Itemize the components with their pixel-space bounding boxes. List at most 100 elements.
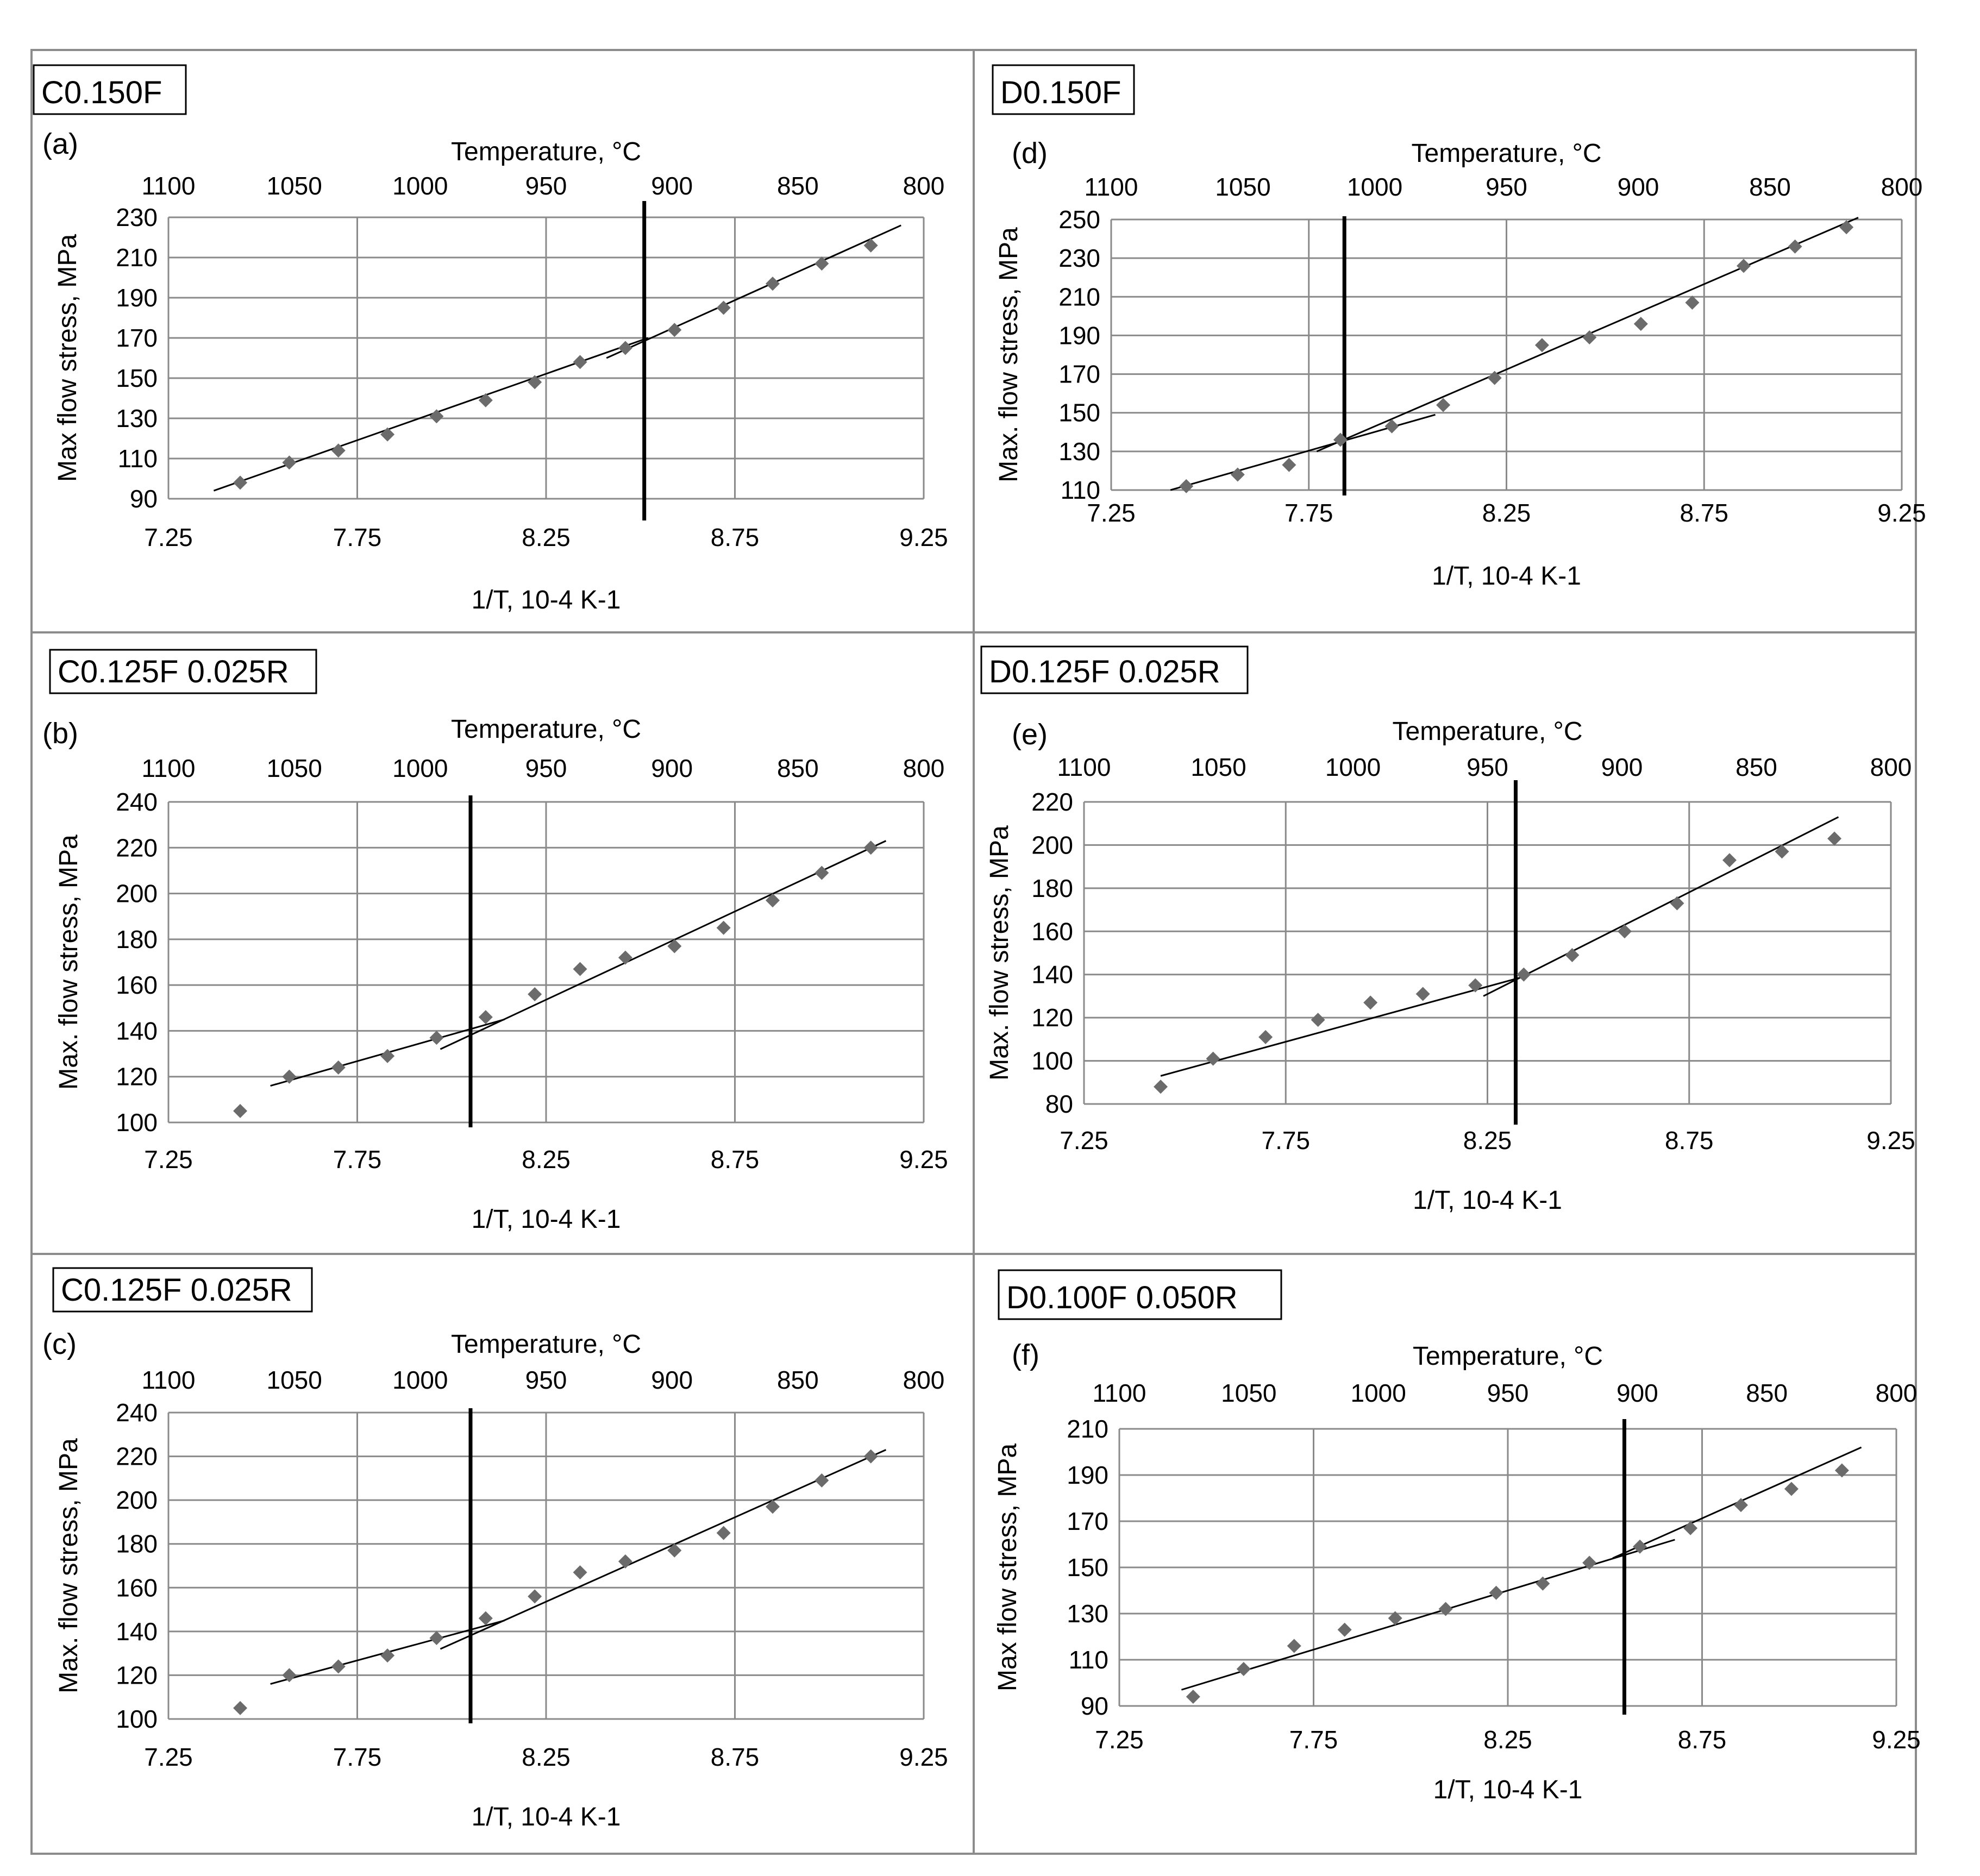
data-point (618, 341, 632, 355)
top-tick-label: 800 (903, 1366, 945, 1394)
top-tick-label: 850 (1746, 1379, 1788, 1407)
x-tick-label: 8.75 (711, 1145, 760, 1174)
top-tick-label: 950 (525, 1366, 567, 1394)
panel-tag: D0.100F 0.050R (1006, 1280, 1238, 1315)
data-point (1633, 1539, 1647, 1554)
y-tick-label: 230 (116, 203, 158, 231)
panel-label: (c) (42, 1328, 77, 1360)
panel-tag: C0.125F 0.025R (58, 654, 289, 689)
panel-tag: D0.150F (1000, 75, 1121, 110)
top-tick-label: 950 (1487, 1379, 1529, 1407)
top-axis-title: Temperature, °C (1413, 1342, 1603, 1371)
y-tick-label: 180 (1031, 874, 1073, 902)
panel-tag: C0.150F (41, 75, 162, 110)
y-axis-title: Max flow stress, MPa (53, 234, 82, 482)
data-point (716, 920, 731, 935)
x-tick-label: 7.25 (144, 1743, 193, 1771)
data-point (331, 1060, 346, 1075)
data-point (573, 355, 587, 369)
y-tick-label: 250 (1058, 205, 1100, 234)
y-tick-label: 200 (1031, 831, 1073, 859)
data-point (478, 1611, 493, 1626)
data-point (282, 1668, 297, 1683)
x-tick-label: 7.75 (1289, 1726, 1338, 1754)
x-tick-label: 7.75 (1261, 1126, 1310, 1155)
x-tick-label: 8.25 (522, 523, 571, 551)
data-point (1683, 1521, 1698, 1535)
y-tick-label: 160 (116, 971, 158, 999)
top-tick-label: 800 (1870, 753, 1912, 781)
data-point (1685, 295, 1700, 310)
data-point (1834, 1463, 1849, 1478)
x-tick-label: 7.75 (333, 523, 382, 551)
data-point (528, 375, 542, 390)
data-point (1230, 467, 1245, 482)
data-point (863, 238, 878, 253)
data-point (1236, 1662, 1251, 1676)
top-tick-label: 900 (651, 754, 693, 782)
x-axis-title: 1/T, 10-4 K-1 (1433, 1775, 1583, 1804)
y-tick-label: 190 (116, 284, 158, 312)
data-point (667, 939, 682, 953)
y-tick-label: 220 (116, 1442, 158, 1471)
y-tick-label: 140 (116, 1017, 158, 1045)
x-tick-label: 8.75 (1665, 1126, 1714, 1155)
data-point (618, 950, 632, 965)
data-point (1722, 853, 1737, 868)
data-point (429, 1031, 444, 1045)
data-point (766, 1499, 780, 1514)
y-axis-title: Max. flow stress, MPa (994, 227, 1023, 482)
data-point (1775, 844, 1789, 859)
top-tick-label: 800 (1876, 1379, 1918, 1407)
y-tick-label: 110 (118, 444, 158, 473)
top-tick-label: 1100 (1093, 1379, 1146, 1407)
data-point (528, 1589, 542, 1604)
data-point (716, 300, 731, 315)
top-tick-label: 1050 (1215, 173, 1270, 201)
top-tick-label: 1050 (266, 172, 322, 200)
top-tick-label: 1000 (392, 1366, 448, 1394)
y-tick-label: 120 (116, 1063, 158, 1091)
top-tick-label: 1100 (142, 1366, 196, 1394)
data-point (380, 427, 395, 442)
top-tick-label: 1050 (1221, 1379, 1276, 1407)
y-tick-label: 90 (130, 485, 158, 513)
y-tick-label: 130 (1058, 437, 1100, 466)
top-tick-label: 900 (1618, 173, 1659, 201)
top-tick-label: 850 (777, 1366, 819, 1394)
x-axis-title: 1/T, 10-4 K-1 (472, 1205, 621, 1234)
data-point (233, 1103, 248, 1118)
x-tick-label: 7.25 (1095, 1726, 1144, 1754)
y-tick-label: 200 (116, 1486, 158, 1514)
panel-tag-box (49, 649, 317, 694)
data-point (233, 1701, 248, 1715)
x-tick-label: 9.25 (1877, 499, 1926, 527)
y-tick-label: 110 (1069, 1646, 1108, 1674)
data-point (380, 1049, 395, 1063)
y-axis-title: Max. flow stress, MPa (54, 1438, 83, 1693)
y-tick-label: 120 (116, 1661, 158, 1689)
x-axis-title: 1/T, 10-4 K-1 (1413, 1186, 1562, 1215)
panel-tag: C0.125F 0.025R (61, 1272, 292, 1308)
y-tick-label: 170 (1058, 360, 1100, 388)
y-tick-label: 80 (1045, 1090, 1073, 1118)
x-tick-label: 8.75 (711, 1743, 760, 1771)
x-axis-title: 1/T, 10-4 K-1 (472, 586, 621, 614)
data-point (1582, 330, 1597, 344)
chart-a: C0.150F (a) Temperature, °C 90 110 130 150 170 1… (33, 64, 948, 614)
chart-d: D0.150F (d) Temperature, °C 110 130 150 170 190… (992, 64, 1926, 591)
x-tick-label: 9.25 (899, 1743, 948, 1771)
data-point (1827, 831, 1842, 846)
y-tick-label: 150 (116, 364, 158, 392)
data-point (429, 1630, 444, 1645)
data-point (1489, 1585, 1503, 1600)
y-tick-label: 230 (1058, 244, 1100, 272)
x-axis-title: 1/T, 10-4 K-1 (472, 1803, 621, 1831)
panel-tag-box (998, 1269, 1282, 1320)
data-point (1333, 432, 1348, 447)
panel-label: (f) (1012, 1339, 1039, 1371)
data-point (1436, 398, 1451, 412)
x-tick-label: 9.25 (899, 523, 948, 551)
data-point (1282, 457, 1296, 472)
